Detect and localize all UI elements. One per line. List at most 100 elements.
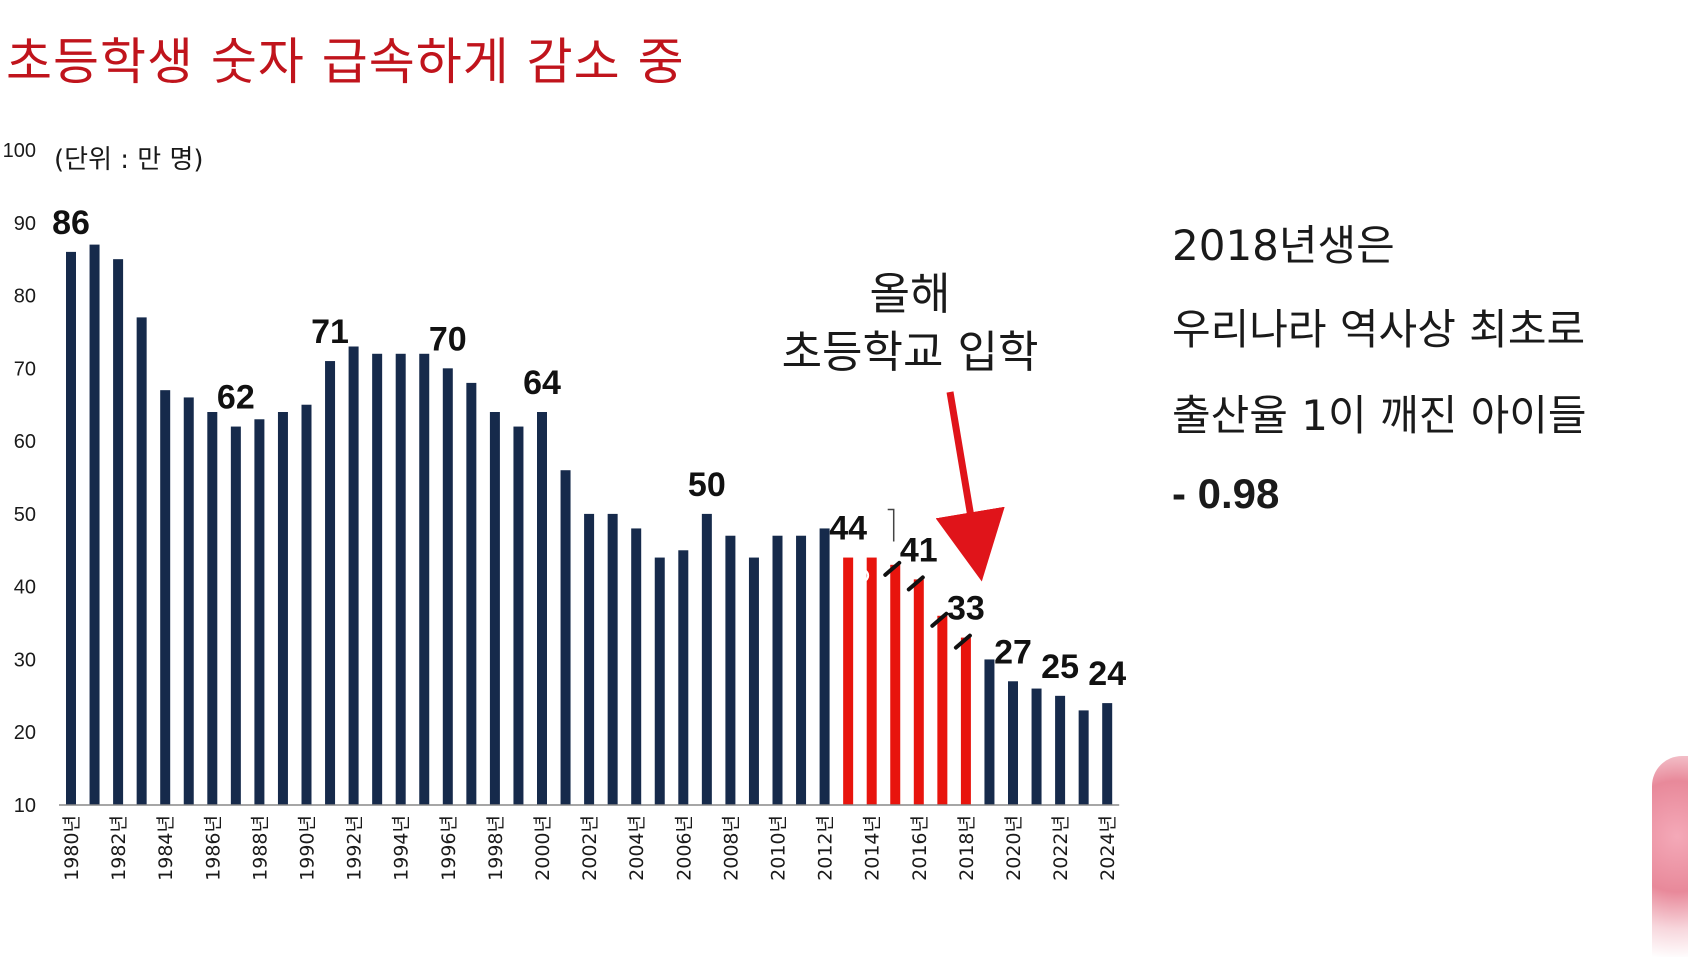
bar-1994: [395, 353, 406, 805]
side-note-line-4: - 0.98: [1172, 470, 1280, 517]
y-tick-label: 30: [14, 649, 36, 671]
data-label-1996: 70: [429, 320, 467, 358]
annotation-tick-mark: [930, 611, 949, 628]
annotation-tick-mark: [953, 633, 972, 650]
bar-2001: [560, 470, 571, 805]
x-tick-label: 2014년: [862, 815, 884, 881]
y-tick-label: 10: [14, 795, 36, 817]
side-note-line-3: 출산율 1이 깨진 아이들: [1172, 391, 1587, 440]
data-label-2016: 41: [900, 531, 938, 569]
bar-1989: [277, 412, 288, 805]
x-tick-label: 1986년: [202, 815, 224, 881]
annotation-line-1: 올해: [869, 269, 951, 320]
x-tick-label: 2022년: [1050, 815, 1072, 881]
bar-1987: [230, 426, 241, 805]
x-tick-label: 1988년: [249, 815, 271, 881]
bar-2010: [772, 535, 783, 805]
bar-2016: [913, 579, 924, 805]
unit-label: (단위 : 만 명): [54, 145, 204, 175]
x-tick-label: 2010년: [768, 815, 790, 881]
bar-1983: [136, 317, 147, 805]
bar-2024: [1102, 703, 1113, 805]
y-tick-label: 80: [14, 286, 36, 308]
bar-1984: [160, 390, 171, 805]
bar-1998: [489, 412, 500, 805]
x-tick-label: 2024년: [1097, 815, 1119, 881]
bar-1982: [113, 259, 124, 805]
side-note-line-1: 2018년생은: [1172, 221, 1395, 270]
x-tick-label: 2006년: [673, 815, 695, 881]
annotation-text: 올해 초등학교 입학: [760, 266, 1060, 382]
y-tick-label: 60: [14, 431, 36, 453]
y-axis: 10 20 30 40 50 60 70 80 90 100: [3, 140, 36, 817]
bars-group: [66, 244, 1113, 806]
x-tick-label: 2004년: [626, 815, 648, 881]
x-tick-label: 2020년: [1003, 815, 1025, 881]
data-label-2007: 50: [688, 466, 726, 504]
bar-2012: [819, 528, 830, 805]
bar-1986: [207, 412, 218, 805]
bar-2014: [866, 557, 877, 805]
data-label-2013: 44: [829, 510, 867, 548]
y-tick-label: 50: [14, 504, 36, 526]
bar-2015: [890, 564, 901, 805]
page-title: 초등학생 숫자 급속하게 감소 중: [6, 33, 685, 91]
data-label-1987: 62: [217, 379, 255, 417]
bar-1997: [466, 382, 477, 805]
x-tick-label: 1994년: [391, 815, 413, 881]
annotation-bracket: [887, 508, 895, 542]
bar-2017: [937, 615, 948, 805]
bar-2023: [1078, 710, 1089, 805]
y-tick-label: 70: [14, 358, 36, 380]
bar-2003: [607, 513, 618, 805]
x-tick-label: 1996년: [438, 815, 460, 881]
bar-2011: [796, 535, 807, 805]
y-tick-label: 20: [14, 722, 36, 744]
bar-1991: [325, 361, 336, 805]
bar-1988: [254, 419, 265, 805]
x-tick-label: 1980년: [61, 815, 83, 881]
x-tick-label: 1998년: [485, 815, 507, 881]
bar-1996: [442, 368, 453, 805]
data-label-2024: 24: [1088, 655, 1126, 693]
bar-1985: [183, 397, 194, 805]
bar-1999: [513, 426, 524, 805]
data-label-1980: 86: [52, 204, 90, 242]
bar-2013: [843, 557, 854, 805]
y-tick-label: 40: [14, 577, 36, 599]
x-tick-label: 1982년: [108, 815, 130, 881]
data-label-2018: 33: [947, 590, 985, 628]
bar-1980: [66, 251, 76, 805]
bar-2006: [678, 550, 689, 805]
cursor-crosshair: [855, 568, 870, 583]
bar-1995: [419, 353, 430, 805]
annotation-tick-mark: [906, 575, 925, 592]
x-tick-label: 2018년: [956, 815, 978, 881]
x-tick-label: 2008년: [720, 815, 742, 881]
bar-2021: [1031, 688, 1042, 805]
bar-2007: [701, 513, 712, 805]
bar-2008: [725, 535, 736, 805]
annotation-line-2: 초등학교 입학: [781, 327, 1039, 378]
x-tick-label: 2012년: [815, 815, 837, 881]
x-tick-label: 1992년: [344, 815, 366, 881]
x-tick-label: 2000년: [532, 815, 554, 881]
bar-2009: [748, 557, 759, 805]
x-axis: 1980년 1982년 1984년 1986년 1988년 1990년 1992년 1994년…: [61, 815, 1119, 881]
bar-2005: [654, 557, 665, 805]
bar-2020: [1008, 681, 1018, 805]
data-label-2000: 64: [523, 364, 561, 402]
y-tick-label: 100: [3, 140, 36, 162]
bar-2019: [984, 659, 995, 805]
bar-2000: [537, 412, 547, 805]
data-label-1991: 71: [311, 313, 349, 351]
bar-1993: [372, 353, 383, 805]
bar-2002: [584, 513, 595, 805]
bar-1981: [89, 244, 100, 806]
presenter-image: [1652, 756, 1688, 957]
side-note-line-2: 우리나라 역사상 최초로: [1172, 305, 1586, 354]
data-label-2022: 25: [1041, 648, 1079, 686]
y-tick-label: 90: [14, 213, 36, 235]
